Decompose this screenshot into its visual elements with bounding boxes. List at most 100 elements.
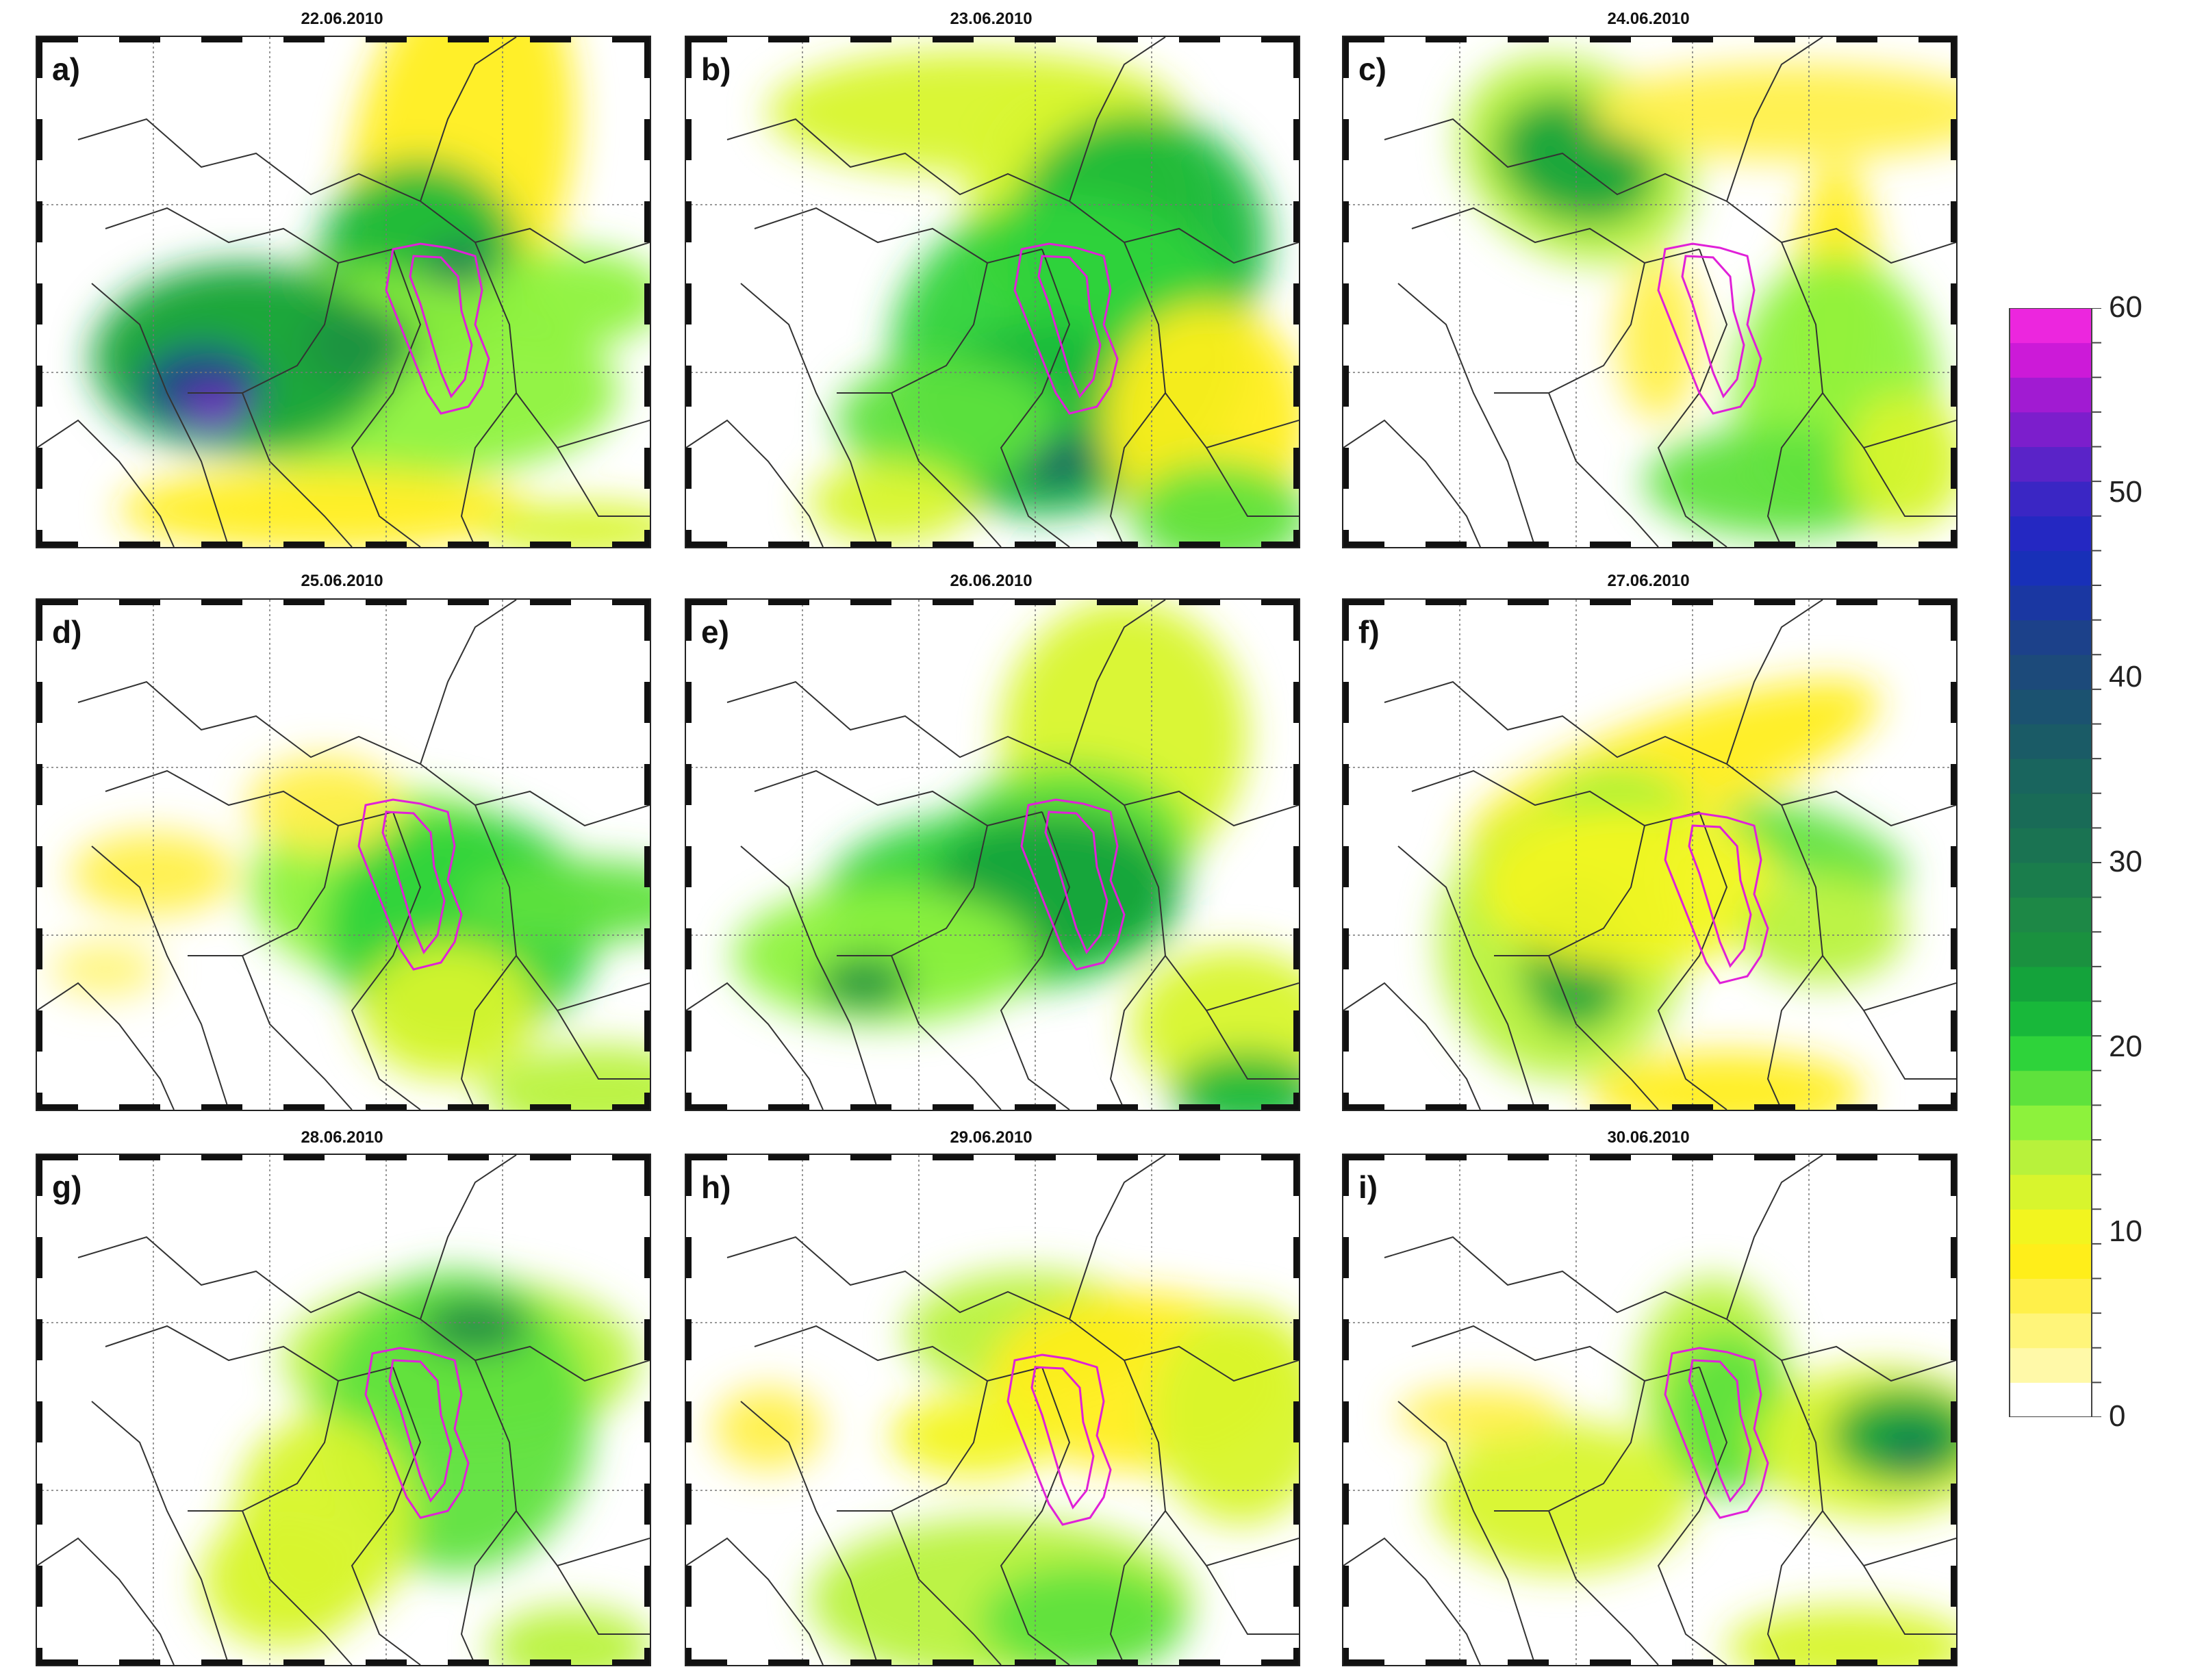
- basin-outer-boundary: [1020, 798, 1126, 971]
- colorbar-segment: [2010, 550, 2092, 586]
- colorbar-segment: [2010, 620, 2092, 655]
- river-basin-outline: [385, 242, 490, 415]
- country-border: [1494, 825, 1645, 956]
- country-border: [754, 1325, 1043, 1382]
- country-border: [837, 262, 988, 394]
- basin-outer-boundary: [1664, 1347, 1769, 1519]
- colorbar-segment: [2010, 1382, 2092, 1417]
- precipitation-area: [1590, 1052, 1864, 1110]
- colorbar-segment: [2010, 1140, 2092, 1175]
- colorbar-segment: [2010, 793, 2092, 828]
- country-border: [1411, 769, 1700, 827]
- country-borders: [686, 37, 1299, 547]
- country-border: [557, 1010, 650, 1080]
- country-border: [1726, 1319, 1956, 1382]
- colorbar-tick-label: 30: [2109, 845, 2142, 878]
- precipitation-area: [1740, 874, 1905, 983]
- country-border: [1411, 1325, 1700, 1382]
- country-border: [1384, 118, 1727, 202]
- panel-date-title: 26.06.2010: [950, 572, 1033, 590]
- precipitation-area: [359, 942, 537, 1079]
- country-border: [740, 283, 878, 547]
- panel-letter: a): [52, 51, 80, 87]
- frame-ticks: [1343, 37, 1956, 547]
- country-border: [837, 825, 988, 956]
- river-basin-outline: [364, 1347, 470, 1519]
- colorbar-segment: [2010, 966, 2092, 1002]
- panel-letter: b): [701, 51, 731, 87]
- precipitation-area: [1617, 256, 1699, 420]
- basin-inner-boundary: [1030, 1366, 1095, 1510]
- country-border: [557, 447, 650, 517]
- country-border: [754, 769, 1043, 827]
- colorbar-scale: [2009, 308, 2101, 1417]
- graticule: [686, 1155, 1299, 1665]
- basin-inner-boundary: [1044, 811, 1109, 954]
- country-border: [740, 1401, 878, 1665]
- graticule: [686, 37, 1299, 547]
- precipitation-area: [1843, 393, 1956, 530]
- colorbar-segment: [2010, 1174, 2092, 1210]
- country-border: [105, 1325, 394, 1382]
- country-border: [1109, 392, 1166, 547]
- river-basin-outline: [357, 798, 463, 971]
- precipitation-map: g): [36, 1154, 651, 1666]
- colorbar-segment: [2010, 1036, 2092, 1071]
- colorbar-segment: [2010, 342, 2092, 378]
- precipitation-area: [420, 1299, 530, 1353]
- panel-date-title: 25.06.2010: [301, 572, 383, 590]
- country-border: [726, 118, 1070, 202]
- precipitation-area: [489, 1607, 650, 1665]
- country-border: [686, 419, 824, 547]
- country-border: [188, 262, 339, 394]
- river-basin-outline: [1020, 798, 1126, 971]
- country-border: [460, 955, 517, 1110]
- map-panel-b: 23.06.2010 b): [685, 10, 1300, 548]
- frame-ticks: [686, 600, 1299, 1110]
- country-border: [1206, 447, 1299, 517]
- map-canvas: [37, 1155, 650, 1665]
- colorbar-segment: [2010, 759, 2092, 794]
- precipitation-area: [837, 359, 1056, 482]
- colorbar-segment: [2010, 481, 2092, 517]
- frame-ticks: [1343, 1155, 1956, 1665]
- basin-inner-boundary: [1037, 255, 1102, 398]
- country-borders: [37, 600, 650, 1110]
- colorbar-segment: [2010, 724, 2092, 759]
- country-border: [1766, 392, 1823, 547]
- country-border: [91, 845, 229, 1110]
- graticule: [37, 1155, 650, 1665]
- country-border: [1069, 1155, 1166, 1320]
- precipitation-area: [482, 502, 650, 547]
- basin-outer-boundary: [1006, 1353, 1112, 1526]
- country-border: [1657, 811, 1728, 1110]
- frame-ticks: [686, 37, 1299, 547]
- country-border: [77, 118, 421, 202]
- country-border: [1726, 1155, 1823, 1320]
- precipitation-area: [51, 942, 160, 997]
- precipitation-area: [809, 461, 974, 544]
- precipitation-area: [1725, 800, 1907, 893]
- country-border: [1548, 955, 1659, 1110]
- map-canvas: [686, 600, 1299, 1110]
- panel-date-title: 22.06.2010: [301, 10, 383, 28]
- map-canvas: [1343, 1155, 1956, 1665]
- colorbar-segment: [2010, 1209, 2092, 1245]
- map-panel-d: 25.06.2010 d): [36, 572, 651, 1111]
- precipitation-field: [768, 51, 1299, 547]
- country-border: [1657, 1366, 1728, 1665]
- precipitation-map: b): [685, 36, 1300, 548]
- country-border: [460, 392, 517, 547]
- basin-inner-boundary: [1688, 1359, 1752, 1503]
- map-canvas: [686, 1155, 1299, 1665]
- precipitation-map: f): [1342, 598, 1958, 1111]
- country-border: [1494, 262, 1645, 394]
- country-borders: [686, 1155, 1299, 1665]
- frame-ticks: [37, 1155, 650, 1665]
- precipitation-area: [184, 390, 246, 431]
- country-border: [105, 769, 394, 827]
- country-border: [1548, 392, 1659, 547]
- country-border: [754, 207, 1043, 264]
- colorbar-segment: [2010, 828, 2092, 863]
- map-panel-a: 22.06.2010 a): [36, 10, 651, 548]
